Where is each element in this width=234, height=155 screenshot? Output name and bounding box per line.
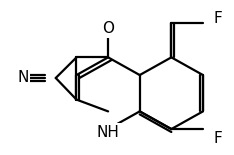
Text: N: N	[18, 71, 29, 86]
Text: F: F	[213, 11, 222, 26]
Text: F: F	[213, 131, 222, 146]
Text: NH: NH	[97, 124, 120, 140]
Text: O: O	[102, 21, 114, 36]
